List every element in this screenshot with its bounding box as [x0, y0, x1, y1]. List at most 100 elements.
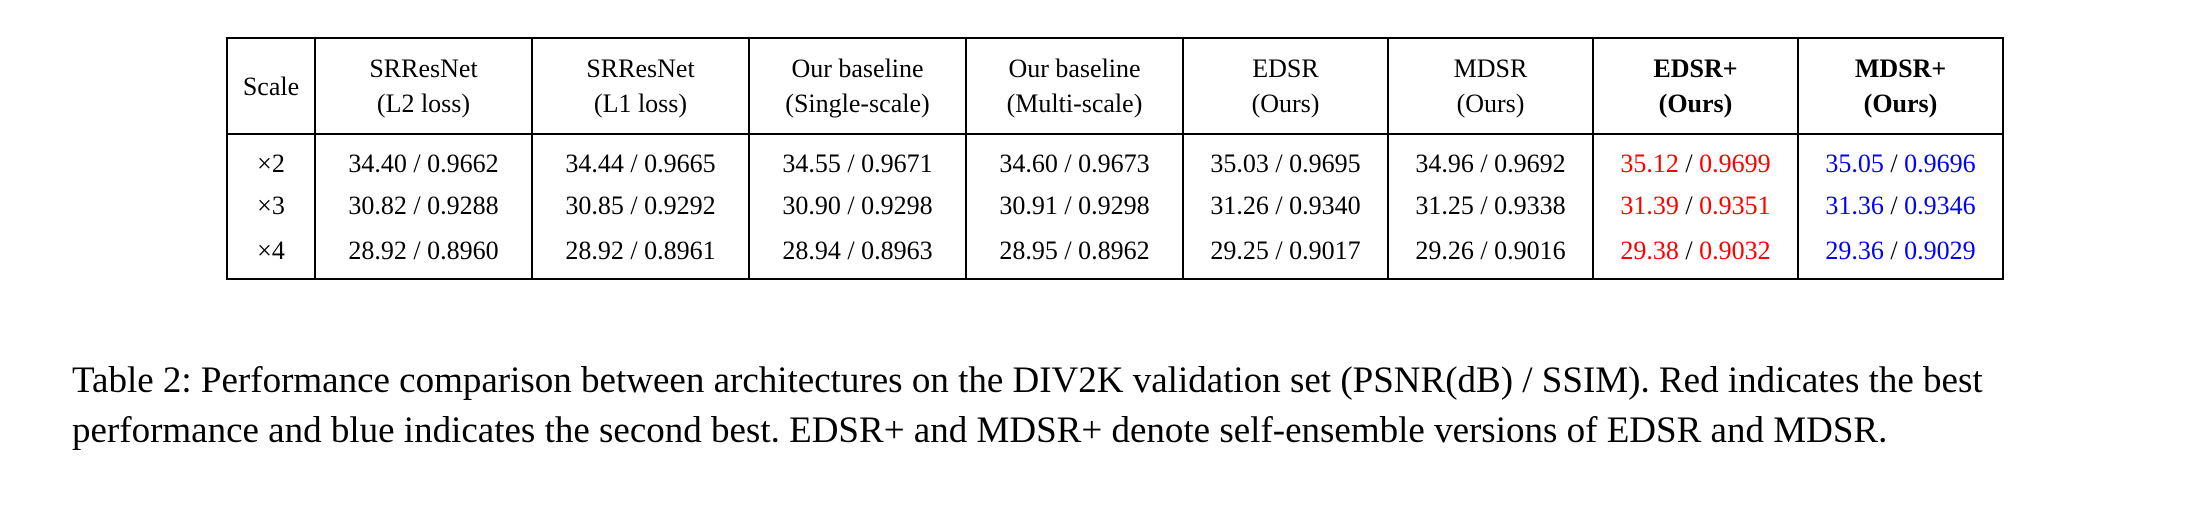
ssim-value: 0.8961	[644, 236, 716, 266]
column-header: Our baseline (Single-scale)	[748, 38, 966, 135]
metric-cell: 35.05 / 0.9696	[1797, 134, 2003, 183]
column-header-line1: EDSR	[1252, 54, 1319, 83]
column-header-line2: (Multi-scale)	[1006, 89, 1143, 118]
psnr-value: 28.92	[565, 236, 624, 266]
separator: /	[1473, 191, 1495, 221]
results-table: Scale SRResNet (L2 loss) SRResNet (L1 loss) O…	[226, 37, 2004, 280]
metric-cell: 29.25 / 0.9017	[1182, 230, 1388, 279]
ssim-value: 0.9032	[1699, 236, 1771, 266]
separator: /	[840, 148, 862, 178]
psnr-value: 34.96	[1415, 148, 1474, 178]
psnr-value: 30.90	[782, 191, 841, 221]
ssim-value: 0.9016	[1494, 236, 1566, 266]
column-header: MDSR (Ours)	[1387, 38, 1593, 135]
separator: /	[1057, 191, 1079, 221]
separator: /	[406, 236, 428, 266]
psnr-value: 35.12	[1620, 148, 1679, 178]
separator: /	[840, 236, 862, 266]
ssim-value: 0.9029	[1904, 236, 1976, 266]
column-header-line1: MDSR	[1453, 54, 1528, 83]
ssim-value: 0.8960	[427, 236, 499, 266]
metric-cell: 31.25 / 0.9338	[1387, 182, 1593, 231]
psnr-value: 28.95	[999, 236, 1058, 266]
separator: /	[1268, 148, 1290, 178]
metric-cell: 30.90 / 0.9298	[748, 182, 966, 231]
psnr-value: 34.55	[782, 148, 841, 178]
table-caption: Table 2: Performance comparison between …	[72, 360, 1983, 451]
separator: /	[623, 236, 645, 266]
separator: /	[1678, 191, 1700, 221]
header-row: Scale SRResNet (L2 loss) SRResNet (L1 loss) O…	[227, 38, 2003, 135]
separator: /	[1678, 148, 1700, 178]
metric-cell: 34.44 / 0.9665	[531, 134, 749, 183]
column-header-line2: (Ours)	[1658, 89, 1733, 118]
column-header-line2: (L1 loss)	[593, 89, 688, 118]
column-header-line2: (Ours)	[1863, 89, 1938, 118]
column-header: EDSR (Ours)	[1182, 38, 1388, 135]
psnr-value: 30.85	[565, 191, 624, 221]
psnr-value: 28.92	[348, 236, 407, 266]
metric-cell: 29.26 / 0.9016	[1387, 230, 1593, 279]
psnr-value: 35.05	[1825, 148, 1884, 178]
ssim-value: 0.9298	[861, 191, 933, 221]
scale-cell: ×4	[257, 236, 285, 266]
separator: /	[406, 148, 428, 178]
separator: /	[1883, 191, 1905, 221]
ssim-value: 0.9673	[1078, 148, 1150, 178]
column-header-line1: SRResNet	[586, 54, 695, 83]
metric-cell: 35.03 / 0.9695	[1182, 134, 1388, 183]
scale-cell: ×2	[257, 148, 285, 178]
metric-cell: 30.85 / 0.9292	[531, 182, 749, 231]
column-header-line2: (Single-scale)	[785, 89, 930, 118]
ssim-value: 0.9699	[1699, 148, 1771, 178]
ssim-value: 0.9288	[427, 191, 499, 221]
table-row: ×2 34.40 / 0.9662 34.44 / 0.9665 34.55 / 0.…	[227, 134, 2003, 183]
ssim-value: 0.8963	[861, 236, 933, 266]
scale-cell: ×3	[257, 191, 285, 221]
ssim-value: 0.9298	[1078, 191, 1150, 221]
metric-cell: 34.60 / 0.9673	[965, 134, 1183, 183]
column-header-line2: (Ours)	[1456, 89, 1525, 118]
column-header: Scale	[227, 38, 315, 135]
psnr-value: 29.38	[1620, 236, 1679, 266]
psnr-value: 31.25	[1415, 191, 1474, 221]
metric-cell: 28.92 / 0.8960	[314, 230, 532, 279]
metric-cell: 29.36 / 0.9029	[1797, 230, 2003, 279]
separator: /	[1883, 236, 1905, 266]
psnr-value: 31.36	[1825, 191, 1884, 221]
separator: /	[840, 191, 862, 221]
separator: /	[1268, 236, 1290, 266]
separator: /	[623, 191, 645, 221]
ssim-value: 0.9017	[1289, 236, 1361, 266]
column-header-line1: MDSR+	[1854, 54, 1947, 83]
metric-cell: 34.55 / 0.9671	[748, 134, 966, 183]
psnr-value: 28.94	[782, 236, 841, 266]
ssim-value: 0.9351	[1699, 191, 1771, 221]
separator: /	[1678, 236, 1700, 266]
psnr-value: 34.60	[999, 148, 1058, 178]
table-row: ×4 28.92 / 0.8960 28.92 / 0.8961 28.94 / 0.…	[227, 230, 2003, 279]
separator: /	[623, 148, 645, 178]
psnr-value: 34.44	[565, 148, 624, 178]
psnr-value: 31.39	[1620, 191, 1679, 221]
metric-cell: 29.38 / 0.9032	[1592, 230, 1798, 279]
metric-cell: 31.36 / 0.9346	[1797, 182, 2003, 231]
column-header: EDSR+ (Ours)	[1592, 38, 1798, 135]
metric-cell: 34.96 / 0.9692	[1387, 134, 1593, 183]
metric-cell: 30.91 / 0.9298	[965, 182, 1183, 231]
table-row: ×3 30.82 / 0.9288 30.85 / 0.9292 30.90 / 0.…	[227, 182, 2003, 231]
column-header: Our baseline (Multi-scale)	[965, 38, 1183, 135]
table-body: ×2 34.40 / 0.9662 34.44 / 0.9665 34.55 / 0.…	[227, 134, 2003, 279]
column-header-line2: (Ours)	[1251, 89, 1320, 118]
psnr-value: 29.25	[1210, 236, 1269, 266]
metric-cell: 30.82 / 0.9288	[314, 182, 532, 231]
ssim-value: 0.9292	[644, 191, 716, 221]
ssim-value: 0.9665	[644, 148, 716, 178]
column-header-line1: Our baseline	[1008, 54, 1141, 83]
separator: /	[1057, 236, 1079, 266]
ssim-value: 0.9696	[1904, 148, 1976, 178]
ssim-value: 0.9671	[861, 148, 933, 178]
psnr-value: 31.26	[1210, 191, 1269, 221]
column-header: SRResNet (L1 loss)	[531, 38, 749, 135]
column-header-line1: EDSR+	[1653, 54, 1738, 83]
